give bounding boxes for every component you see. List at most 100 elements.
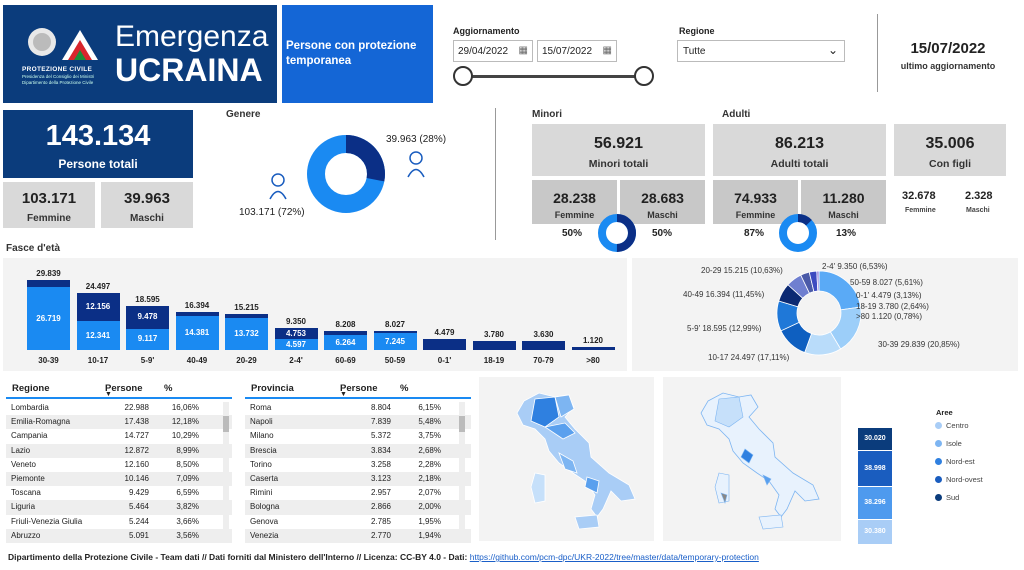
- table-row[interactable]: Bologna 2.866 2,00%: [245, 500, 471, 515]
- legend-dot-icon: [935, 476, 942, 483]
- cell-name: Friuli-Venezia Giulia: [11, 516, 83, 526]
- col-persone[interactable]: Persone: [105, 383, 143, 394]
- date-range-slider[interactable]: [462, 75, 646, 78]
- female-donut-label: 103.171 (72%): [239, 207, 305, 218]
- date-from-input[interactable]: 29/04/2022 ▦: [453, 40, 533, 62]
- bar-category-label: 2-4': [289, 356, 303, 365]
- col-pct[interactable]: %: [164, 383, 173, 394]
- calendar-icon[interactable]: ▦: [518, 45, 528, 56]
- cell-name: Napoli: [250, 417, 273, 427]
- age-bar-male[interactable]: [225, 314, 268, 318]
- col-pct[interactable]: %: [400, 383, 409, 394]
- minori-femmine-card: 28.238 Femmine: [532, 180, 617, 224]
- date-to-input[interactable]: 15/07/2022 ▦: [537, 40, 617, 62]
- table-row[interactable]: Emilia-Romagna 17.438 12,18%: [6, 415, 232, 430]
- table-row[interactable]: Brescia 3.834 2,68%: [245, 443, 471, 458]
- table-row[interactable]: Roma 8.804 6,15%: [245, 401, 471, 415]
- col-persone[interactable]: Persone: [340, 383, 378, 394]
- age-bar-female[interactable]: [76, 321, 120, 350]
- table-row[interactable]: Veneto 12.160 8,50%: [6, 458, 232, 472]
- table-row[interactable]: Piemonte 10.146 7,09%: [6, 472, 232, 487]
- aree-legend-item[interactable]: Centro: [935, 421, 969, 430]
- slider-handle-end[interactable]: [634, 66, 654, 86]
- age-bar-male[interactable]: [175, 311, 219, 317]
- table-row[interactable]: Lazio 12.872 8,99%: [6, 443, 232, 458]
- table-row[interactable]: Campania 14.727 10,29%: [6, 429, 232, 443]
- age-bar[interactable]: [571, 347, 615, 350]
- bar-category-label: 70-79: [533, 356, 554, 365]
- bar-category-label: 0-1': [437, 356, 452, 365]
- aree-legend-item[interactable]: Sud: [935, 493, 959, 502]
- cell-pct: 8,50%: [176, 459, 199, 469]
- adulti-male-pct: 13%: [836, 228, 857, 239]
- aggiornamento-label: Aggiornamento: [453, 26, 520, 36]
- age-bar-male[interactable]: [27, 280, 70, 288]
- col-provincia[interactable]: Provincia: [251, 383, 294, 394]
- age-bar-female[interactable]: [373, 333, 417, 350]
- slider-handle-start[interactable]: [453, 66, 473, 86]
- age-bar-male[interactable]: [373, 331, 417, 333]
- cell-pct: 6,59%: [176, 488, 199, 498]
- table-row[interactable]: Torino 3.258 2,28%: [245, 458, 471, 472]
- cell-persone: 3.258: [370, 459, 391, 469]
- table-row[interactable]: Milano 5.372 3,75%: [245, 429, 471, 443]
- table-row[interactable]: Lombardia 22.988 16,06%: [6, 401, 232, 415]
- cell-pct: 7,09%: [176, 474, 199, 483]
- aree-legend-item[interactable]: Isole: [935, 439, 962, 448]
- regione-label: Regione: [679, 26, 715, 36]
- bar-category-label: 40-49: [186, 356, 208, 365]
- age-bar-male[interactable]: [126, 306, 169, 329]
- region-map[interactable]: [479, 377, 654, 541]
- table-row[interactable]: Toscana 9.429 6,59%: [6, 486, 232, 500]
- age-bar-female[interactable]: [175, 316, 219, 350]
- sort-desc-icon[interactable]: ▼: [340, 391, 347, 398]
- regione-select[interactable]: Tutte ⌄: [677, 40, 845, 62]
- age-donut-slice[interactable]: [816, 270, 820, 292]
- table-row[interactable]: Friuli-Venezia Giulia 5.244 3,66%: [6, 515, 232, 529]
- minori-title: Minori: [532, 109, 562, 120]
- age-bar-female[interactable]: [27, 287, 70, 350]
- sort-desc-icon[interactable]: ▼: [105, 391, 112, 398]
- age-bar-female[interactable]: [324, 335, 367, 350]
- cell-pct: 12,18%: [171, 417, 199, 427]
- scrollbar[interactable]: [223, 402, 229, 530]
- age-bar-female[interactable]: [225, 317, 268, 350]
- scrollbar[interactable]: [459, 402, 465, 530]
- aree-legend-item[interactable]: Nord-ovest: [935, 475, 983, 484]
- cell-persone: 10.146: [124, 474, 149, 483]
- age-bar-male[interactable]: [324, 330, 367, 336]
- table-header: Regione Persone ▼ %: [6, 379, 232, 399]
- bar-total-label: 8.027: [384, 320, 406, 330]
- age-bar-male[interactable]: [274, 328, 318, 340]
- minori-maschi-card: 28.683 Maschi: [620, 180, 705, 224]
- figli-femmine-label: Femmine: [905, 207, 936, 214]
- legend-dot-icon: [935, 440, 942, 447]
- genere-donut: [307, 135, 385, 213]
- col-regione[interactable]: Regione: [12, 383, 50, 394]
- age-donut-label: 18-19 3.780 (2,64%): [856, 302, 929, 311]
- table-row[interactable]: Rimini 2.957 2,07%: [245, 486, 471, 500]
- age-bar-male[interactable]: [76, 292, 120, 322]
- table-row[interactable]: Napoli 7.839 5,48%: [245, 415, 471, 430]
- bar-total-label: 8.208: [335, 319, 356, 329]
- age-bar-female[interactable]: [274, 339, 318, 350]
- cell-name: Venezia: [250, 530, 279, 540]
- cell-name: Campania: [11, 431, 48, 441]
- table-row[interactable]: Abruzzo 5.091 3,56%: [6, 528, 232, 543]
- table-row[interactable]: Venezia 2.770 1,94%: [245, 528, 471, 543]
- data-source-link[interactable]: https://github.com/pcm-dpc/UKR-2022/tree…: [469, 552, 759, 562]
- age-bar-female[interactable]: [126, 328, 169, 350]
- age-bar[interactable]: [522, 341, 565, 350]
- calendar-icon[interactable]: ▦: [602, 45, 612, 56]
- table-row[interactable]: Caserta 3.123 2,18%: [245, 472, 471, 487]
- figli-total-card: 35.006 Con figli: [894, 124, 1006, 176]
- age-bar[interactable]: [472, 341, 516, 350]
- table-row[interactable]: Genova 2.785 1,95%: [245, 515, 471, 529]
- age-bar[interactable]: [423, 339, 466, 350]
- adulti-donut: [779, 214, 817, 252]
- province-map[interactable]: [663, 377, 841, 541]
- cell-persone: 12.160: [124, 459, 149, 469]
- table-row[interactable]: Liguria 5.464 3,82%: [6, 500, 232, 515]
- aree-legend-item[interactable]: Nord-est: [935, 457, 975, 466]
- last-update-label: ultimo aggiornamento: [900, 61, 996, 71]
